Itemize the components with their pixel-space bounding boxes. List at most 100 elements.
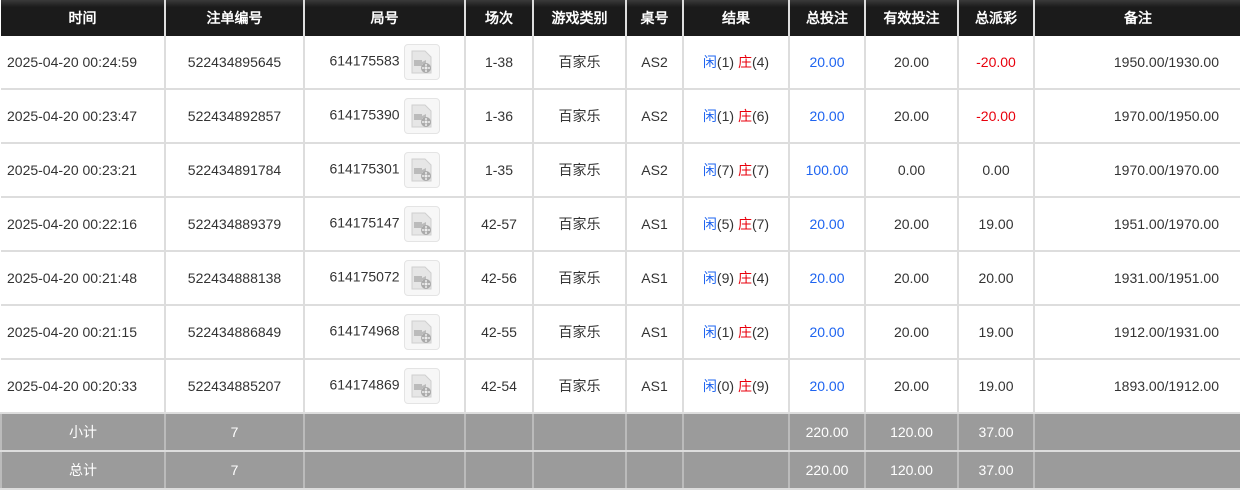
summary-total-bet: 220.00 [788,451,865,490]
video-replay-icon[interactable] [403,152,440,188]
round-id: 614174869 [329,376,400,393]
round-cell: 614175301 [303,143,465,198]
table-id: AS1 [625,197,683,252]
banker-label: 庄 [737,54,752,70]
bet-time: 2025-04-20 00:22:16 [1,197,165,252]
total-bet: 20.00 [788,305,865,360]
table-row: 2025-04-20 00:21:15 522434886849 6141749… [1,305,1240,360]
player-score: (1) [716,54,735,70]
video-replay-icon[interactable] [403,260,440,296]
player-label: 闲 [702,162,717,178]
round-id: 614174968 [329,322,400,339]
column-header: 备注 [1033,0,1240,36]
summary-payout: 37.00 [957,413,1034,452]
round-cell: 614174869 [303,359,465,414]
player-label: 闲 [702,216,717,232]
valid-bet: 20.00 [864,305,958,360]
total-bet: 20.00 [788,251,865,306]
video-replay-icon[interactable] [403,206,440,242]
column-header: 桌号 [625,0,683,36]
balance-note: 1912.00/1931.00 [1033,305,1240,360]
column-header: 总派彩 [957,0,1034,36]
column-header: 场次 [464,0,533,36]
column-header: 局号 [303,0,465,36]
banker-label: 庄 [737,216,752,232]
player-score: (7) [716,162,735,178]
total-bet: 20.00 [788,197,865,252]
shoe-number: 42-55 [464,305,533,360]
banker-score: (4) [751,270,770,286]
column-header: 有效投注 [864,0,958,36]
summary-valid-bet: 120.00 [864,451,958,490]
bet-time: 2025-04-20 00:24:59 [1,36,165,90]
game-type: 百家乐 [532,359,626,414]
table-id: AS2 [625,143,683,198]
table-row: 2025-04-20 00:21:48 522434888138 6141750… [1,251,1240,306]
video-replay-icon[interactable] [403,368,440,404]
round-cell: 614175583 [303,36,465,90]
shoe-number: 1-38 [464,36,533,90]
round-cell: 614175072 [303,251,465,306]
video-replay-icon[interactable] [403,98,440,134]
payout: 20.00 [957,251,1034,306]
round-id: 614175072 [329,268,400,285]
payout: 19.00 [957,305,1034,360]
result: 闲(1) 庄(2) [682,305,789,360]
bet-time: 2025-04-20 00:23:47 [1,89,165,144]
payout: -20.00 [957,36,1034,90]
banker-label: 庄 [737,324,752,340]
balance-note: 1931.00/1951.00 [1033,251,1240,306]
banker-score: (4) [751,54,770,70]
bet-time: 2025-04-20 00:21:15 [1,305,165,360]
total-bet: 20.00 [788,36,865,90]
game-type: 百家乐 [532,89,626,144]
table-row: 2025-04-20 00:22:16 522434889379 6141751… [1,197,1240,252]
column-header: 时间 [1,0,165,36]
column-header: 结果 [682,0,789,36]
column-header: 游戏类别 [532,0,626,36]
player-label: 闲 [702,270,717,286]
banker-label: 庄 [737,378,752,394]
total-bet: 20.00 [788,89,865,144]
round-cell: 614175147 [303,197,465,252]
summary-count: 7 [164,451,304,490]
table-id: AS2 [625,89,683,144]
payout: 19.00 [957,197,1034,252]
table-row: 2025-04-20 00:24:59 522434895645 6141755… [1,36,1240,90]
banker-score: (6) [751,108,770,124]
result: 闲(1) 庄(6) [682,89,789,144]
bet-time: 2025-04-20 00:20:33 [1,359,165,414]
video-replay-icon[interactable] [403,44,440,80]
summary-valid-bet: 120.00 [864,413,958,452]
summary-payout: 37.00 [957,451,1034,490]
player-score: (1) [716,108,735,124]
payout: 0.00 [957,143,1034,198]
shoe-number: 42-54 [464,359,533,414]
bet-id: 522434888138 [164,251,304,306]
result: 闲(9) 庄(4) [682,251,789,306]
result: 闲(7) 庄(7) [682,143,789,198]
banker-label: 庄 [737,270,752,286]
banker-score: (7) [751,162,770,178]
summary-row: 小计 7 220.00 120.00 37.00 [0,413,1240,452]
summary-label: 小计 [0,413,165,452]
banker-score: (7) [751,216,770,232]
summary-row: 总计 7 220.00 120.00 37.00 [0,451,1240,490]
result: 闲(1) 庄(4) [682,36,789,90]
bet-time: 2025-04-20 00:21:48 [1,251,165,306]
table-id: AS1 [625,305,683,360]
round-id: 614175583 [329,52,400,69]
shoe-number: 1-36 [464,89,533,144]
banker-label: 庄 [737,162,752,178]
valid-bet: 20.00 [864,197,958,252]
balance-note: 1970.00/1970.00 [1033,143,1240,198]
banker-score: (2) [751,324,770,340]
shoe-number: 42-56 [464,251,533,306]
game-type: 百家乐 [532,251,626,306]
player-score: (0) [716,378,735,394]
summary-count: 7 [164,413,304,452]
video-replay-icon[interactable] [403,314,440,350]
valid-bet: 20.00 [864,359,958,414]
bet-id: 522434891784 [164,143,304,198]
